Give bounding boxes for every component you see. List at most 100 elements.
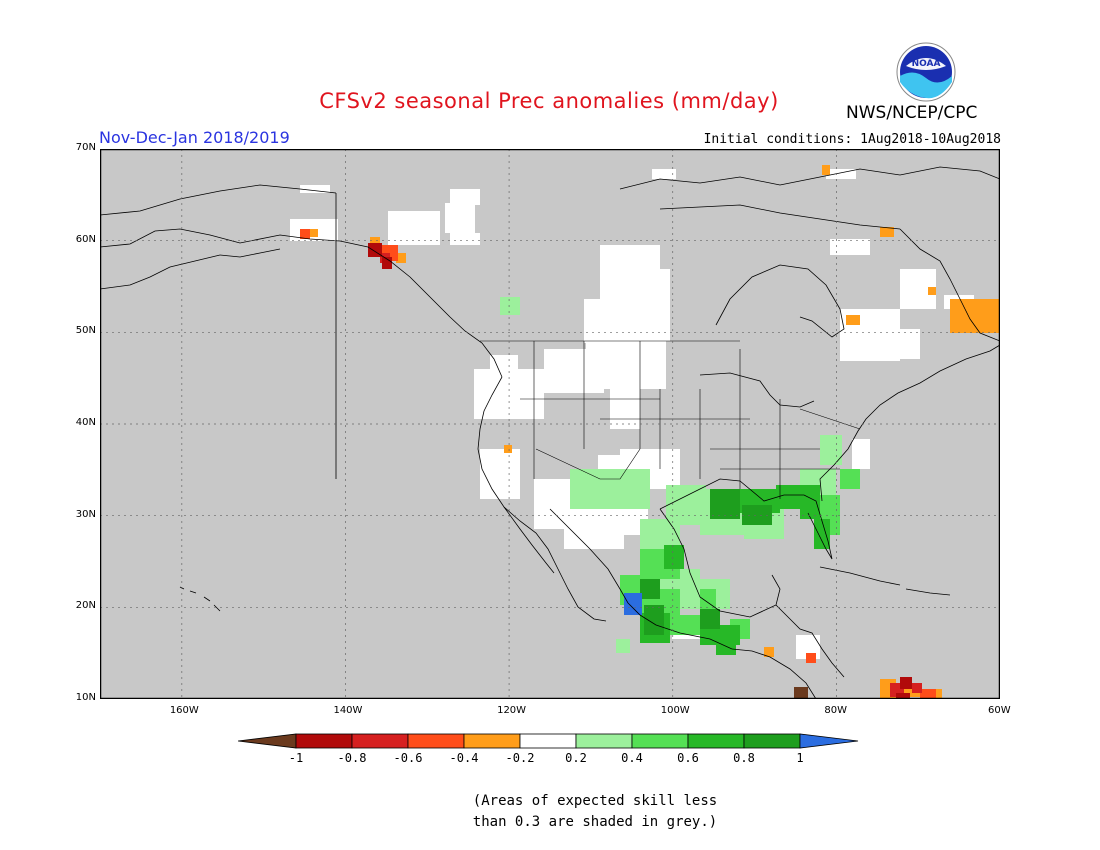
colorbar-segment [351, 733, 409, 749]
colorbar-tick-label: 0.4 [621, 751, 643, 765]
latitude-label: 40N [75, 417, 96, 428]
anomaly-cell [920, 689, 936, 699]
anomaly-cell [710, 489, 740, 519]
anomaly-cell [716, 635, 736, 655]
anomaly-cell [504, 445, 512, 453]
latitude-label: 60N [75, 233, 96, 245]
forecast-period: Nov-Dec-Jan 2018/2019 [99, 128, 290, 147]
map-frame [100, 149, 1000, 699]
skill-note: (Areas of expected skill less than 0.3 a… [0, 791, 1100, 833]
anomaly-cell [652, 169, 676, 179]
anomaly-cell [600, 479, 650, 509]
anomaly-cell [814, 519, 830, 549]
anomaly-cell [370, 237, 380, 245]
anomaly-cell [800, 499, 820, 519]
anomaly-cell [474, 369, 544, 419]
anomaly-cell [928, 287, 936, 295]
colorbar-segment [631, 733, 689, 749]
colorbar-tick-label: -0.2 [506, 751, 535, 765]
anomaly-cell [954, 319, 968, 331]
anomaly-cell [742, 505, 772, 525]
anomaly-cell [450, 233, 480, 245]
anomaly-cell [620, 269, 670, 341]
anomaly-cell [664, 545, 684, 569]
skill-note-line: than 0.3 are shaded in grey.) [472, 814, 718, 830]
anomaly-cell [700, 589, 716, 609]
colorbar-tick-label: -1 [289, 751, 303, 765]
anomaly-cell [912, 683, 922, 693]
anomaly-cell [794, 687, 808, 699]
colorbar-segment [743, 733, 801, 749]
anomaly-cell [644, 605, 664, 635]
anomaly-cell [310, 229, 318, 237]
anomaly-cell [640, 579, 660, 599]
anomaly-cell [826, 169, 856, 179]
anomaly-cell [445, 203, 475, 233]
map-title: CFSv2 seasonal Prec anomalies (mm/day) [319, 89, 779, 113]
coastlines [100, 166, 1000, 699]
colorbar-segment [407, 733, 465, 749]
anomaly-cell [616, 639, 630, 653]
anomaly-cell [840, 469, 860, 489]
colorbar-segment [687, 733, 745, 749]
colorbar-segment [295, 733, 353, 749]
precip-anomaly-map: 70N 60N 50N 40N 30N 20N 10N 160W 140W 120W 100W 80… [76, 142, 1011, 716]
map-canvas [100, 149, 1000, 699]
colorbar: -1 -0.8 -0.6 -0.4 -0.2 0.2 0.4 0.6 0.8 1 [237, 731, 868, 775]
longitude-label: 80W [824, 705, 847, 716]
anomaly-cell [388, 211, 440, 245]
latitude-label: 20N [75, 600, 96, 612]
noaa-logo: NOAA [896, 42, 956, 102]
anomaly-cell [396, 253, 406, 263]
longitude-label: 140W [333, 705, 363, 716]
colorbar-tick-label: 0.6 [677, 751, 699, 765]
skill-note-line: (Areas of expected skill less [472, 793, 718, 809]
state-borders [480, 340, 861, 499]
anomaly-cell [500, 297, 520, 315]
latitude-label: 50N [75, 325, 96, 337]
colorbar-arrow-high [799, 733, 859, 749]
colorbar-graphic: -1 -0.8 -0.6 -0.4 -0.2 0.2 0.4 0.6 0.8 1 [237, 733, 859, 765]
anomaly-cell [584, 299, 624, 343]
colorbar-tick-label: -0.6 [394, 751, 423, 765]
colorbar-segment [463, 733, 521, 749]
latitude-label: 30N [75, 508, 96, 520]
graticule [100, 149, 1000, 699]
anomaly-cell [932, 689, 942, 699]
colorbar-tick-label: 0.8 [733, 751, 755, 765]
initial-conditions: Initial conditions: 1Aug2018-10Aug2018 [703, 132, 1001, 147]
colorbar-tick-label: 0.2 [565, 751, 587, 765]
anomaly-cell [490, 355, 518, 375]
anomaly-cell [896, 693, 910, 699]
anomaly-cell [846, 315, 860, 325]
anomaly-cell [624, 593, 642, 615]
anomaly-cell [300, 185, 330, 193]
anomaly-cell [900, 677, 912, 689]
anomaly-cell [610, 379, 640, 429]
longitude-label: 120W [497, 705, 527, 716]
colorbar-tick-label: -0.4 [450, 751, 479, 765]
anomaly-cell [480, 449, 520, 499]
anomaly-cell [450, 189, 480, 205]
logo-text: NOAA [912, 59, 941, 69]
anomaly-cell [700, 609, 720, 629]
anomaly-cell [382, 257, 392, 269]
anomaly-cell [820, 435, 842, 465]
anomaly-cell [880, 227, 894, 237]
anomaly-cell [806, 653, 816, 663]
colorbar-segment [519, 733, 577, 749]
longitude-label: 160W [169, 705, 199, 716]
anomaly-cell [880, 329, 920, 359]
longitude-label: 60W [988, 705, 1011, 716]
anomaly-cell [300, 229, 310, 239]
colorbar-tick-label: -0.8 [338, 751, 367, 765]
latitude-label: 70N [75, 142, 96, 153]
anomaly-cell [830, 239, 870, 255]
longitude-label: 100W [660, 705, 690, 716]
anomaly-cell [822, 165, 830, 175]
agency-label: NWS/NCEP/CPC [846, 103, 978, 123]
latitude-label: 10N [75, 692, 96, 703]
anomaly-cell [852, 439, 870, 469]
colorbar-tick-label: 1 [796, 751, 803, 765]
colorbar-arrow-low [237, 733, 297, 749]
